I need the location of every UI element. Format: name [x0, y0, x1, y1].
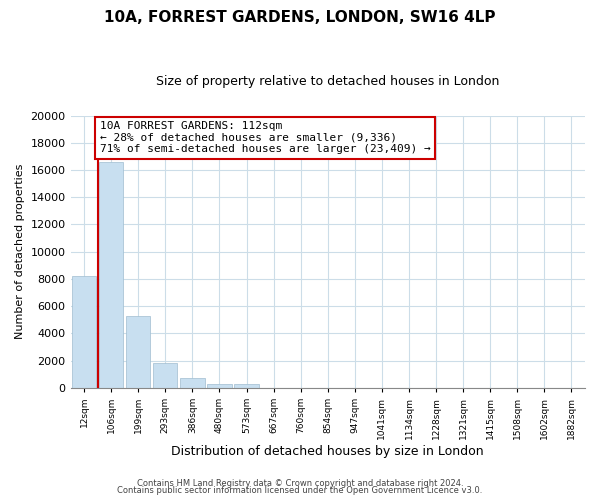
Bar	[126, 316, 151, 388]
Title: Size of property relative to detached houses in London: Size of property relative to detached ho…	[156, 75, 499, 88]
Text: Contains public sector information licensed under the Open Government Licence v3: Contains public sector information licen…	[118, 486, 482, 495]
Bar	[99, 162, 124, 388]
Bar	[207, 384, 232, 388]
Text: Contains HM Land Registry data © Crown copyright and database right 2024.: Contains HM Land Registry data © Crown c…	[137, 478, 463, 488]
Text: 10A FORREST GARDENS: 112sqm
← 28% of detached houses are smaller (9,336)
71% of : 10A FORREST GARDENS: 112sqm ← 28% of det…	[100, 121, 430, 154]
Bar	[180, 378, 205, 388]
Bar	[235, 384, 259, 388]
Y-axis label: Number of detached properties: Number of detached properties	[15, 164, 25, 340]
Bar	[72, 276, 96, 388]
Bar	[153, 364, 178, 388]
Text: 10A, FORREST GARDENS, LONDON, SW16 4LP: 10A, FORREST GARDENS, LONDON, SW16 4LP	[104, 10, 496, 25]
X-axis label: Distribution of detached houses by size in London: Distribution of detached houses by size …	[172, 444, 484, 458]
